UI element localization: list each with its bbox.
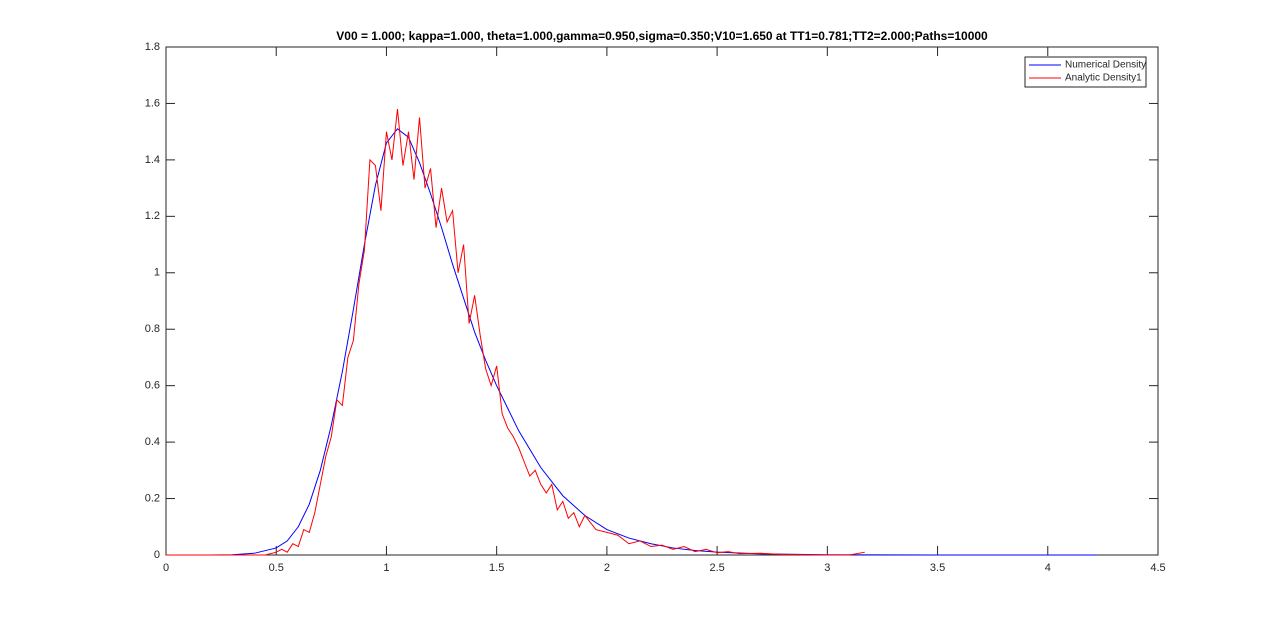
y-tick-label: 1.8 [145, 41, 160, 53]
x-tick-label: 3.5 [930, 562, 945, 574]
y-tick-label: 0 [154, 549, 160, 561]
x-tick-label: 0.5 [269, 562, 284, 574]
y-tick-label: 1 [154, 267, 160, 279]
x-tick-label: 1 [383, 562, 389, 574]
x-tick-label: 4.5 [1150, 562, 1165, 574]
legend-label: Analytic Density1 [1065, 73, 1142, 84]
axes-box [165, 46, 1159, 556]
chart-title: V00 = 1.000; kappa=1.000, theta=1.000,ga… [336, 29, 988, 43]
legend-label: Numerical Density [1065, 60, 1146, 71]
y-tick-label: 1.2 [145, 210, 160, 222]
y-tick-label: 0.2 [145, 492, 160, 504]
y-tick-label: 0.6 [145, 380, 160, 392]
series-line [166, 128, 1097, 556]
y-tick-label: 1.4 [145, 154, 160, 166]
y-tick-label: 0.8 [145, 323, 160, 335]
y-tick-label: 1.6 [145, 97, 160, 109]
x-tick-label: 1.5 [489, 562, 504, 574]
series-line [166, 109, 865, 556]
x-tick-label: 2.5 [709, 562, 724, 574]
legend-box [1024, 56, 1147, 88]
x-tick-label: 2 [604, 562, 610, 574]
x-tick-label: 4 [1045, 562, 1051, 574]
y-tick-label: 0.4 [145, 436, 160, 448]
x-tick-label: 3 [824, 562, 830, 574]
x-tick-label: 0 [163, 562, 169, 574]
